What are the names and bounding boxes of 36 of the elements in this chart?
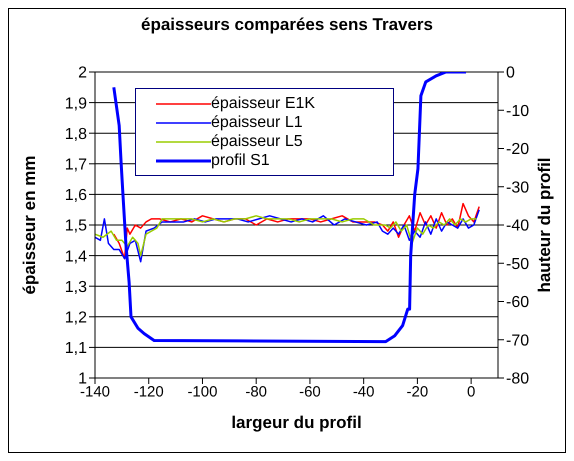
chart-title: épaisseurs comparées sens Travers [140, 15, 434, 35]
legend-label: profil S1 [211, 152, 270, 170]
x-tick-label: -20 [406, 384, 428, 401]
y-tick-label: 2 [78, 64, 88, 82]
y2-tick-label: -70 [506, 332, 530, 350]
y2-tick-label: 0 [506, 64, 515, 82]
y-tick-label: 1,4 [64, 248, 88, 266]
x-tick-label: 0 [466, 384, 476, 401]
legend-label: épaisseur L5 [211, 132, 303, 150]
y-tick-label: 1,7 [64, 156, 88, 174]
y2-tick-label: -80 [506, 370, 530, 388]
y2-axis-title: hauteur du profil [535, 157, 554, 293]
y2-tick-label: -20 [506, 141, 530, 158]
y2-tick-label: -10 [506, 102, 530, 120]
x-tick-label: -120 [134, 384, 164, 401]
y-tick-label: 1,9 [64, 95, 88, 112]
x-axis-title: largeur du profil [231, 413, 362, 432]
y2-tick-label: -60 [506, 294, 530, 312]
line-series [113, 202, 480, 260]
y2-tick-label: -30 [506, 179, 530, 196]
x-tick-label: -40 [352, 384, 375, 401]
y-tick-label: 1,6 [64, 187, 88, 204]
y-tick-label: 1,3 [64, 278, 88, 296]
y2-tick-label: -50 [506, 256, 530, 273]
legend-label: épaisseur L1 [211, 114, 303, 132]
y2-tick-label: -40 [506, 218, 530, 235]
x-tick-label: -60 [299, 384, 321, 401]
line-series [95, 215, 478, 256]
x-tick-label: -80 [245, 384, 268, 401]
y-tick-label: 1,1 [64, 340, 88, 358]
y-tick-label: 1,2 [64, 309, 88, 326]
y-tick-label: 1,8 [64, 126, 88, 143]
x-tick-label: -100 [187, 384, 218, 401]
y-tick-label: 1,5 [64, 218, 88, 235]
legend-label: épaisseur E1K [211, 94, 316, 112]
y-axis-title: épaisseur en mm [20, 156, 40, 294]
